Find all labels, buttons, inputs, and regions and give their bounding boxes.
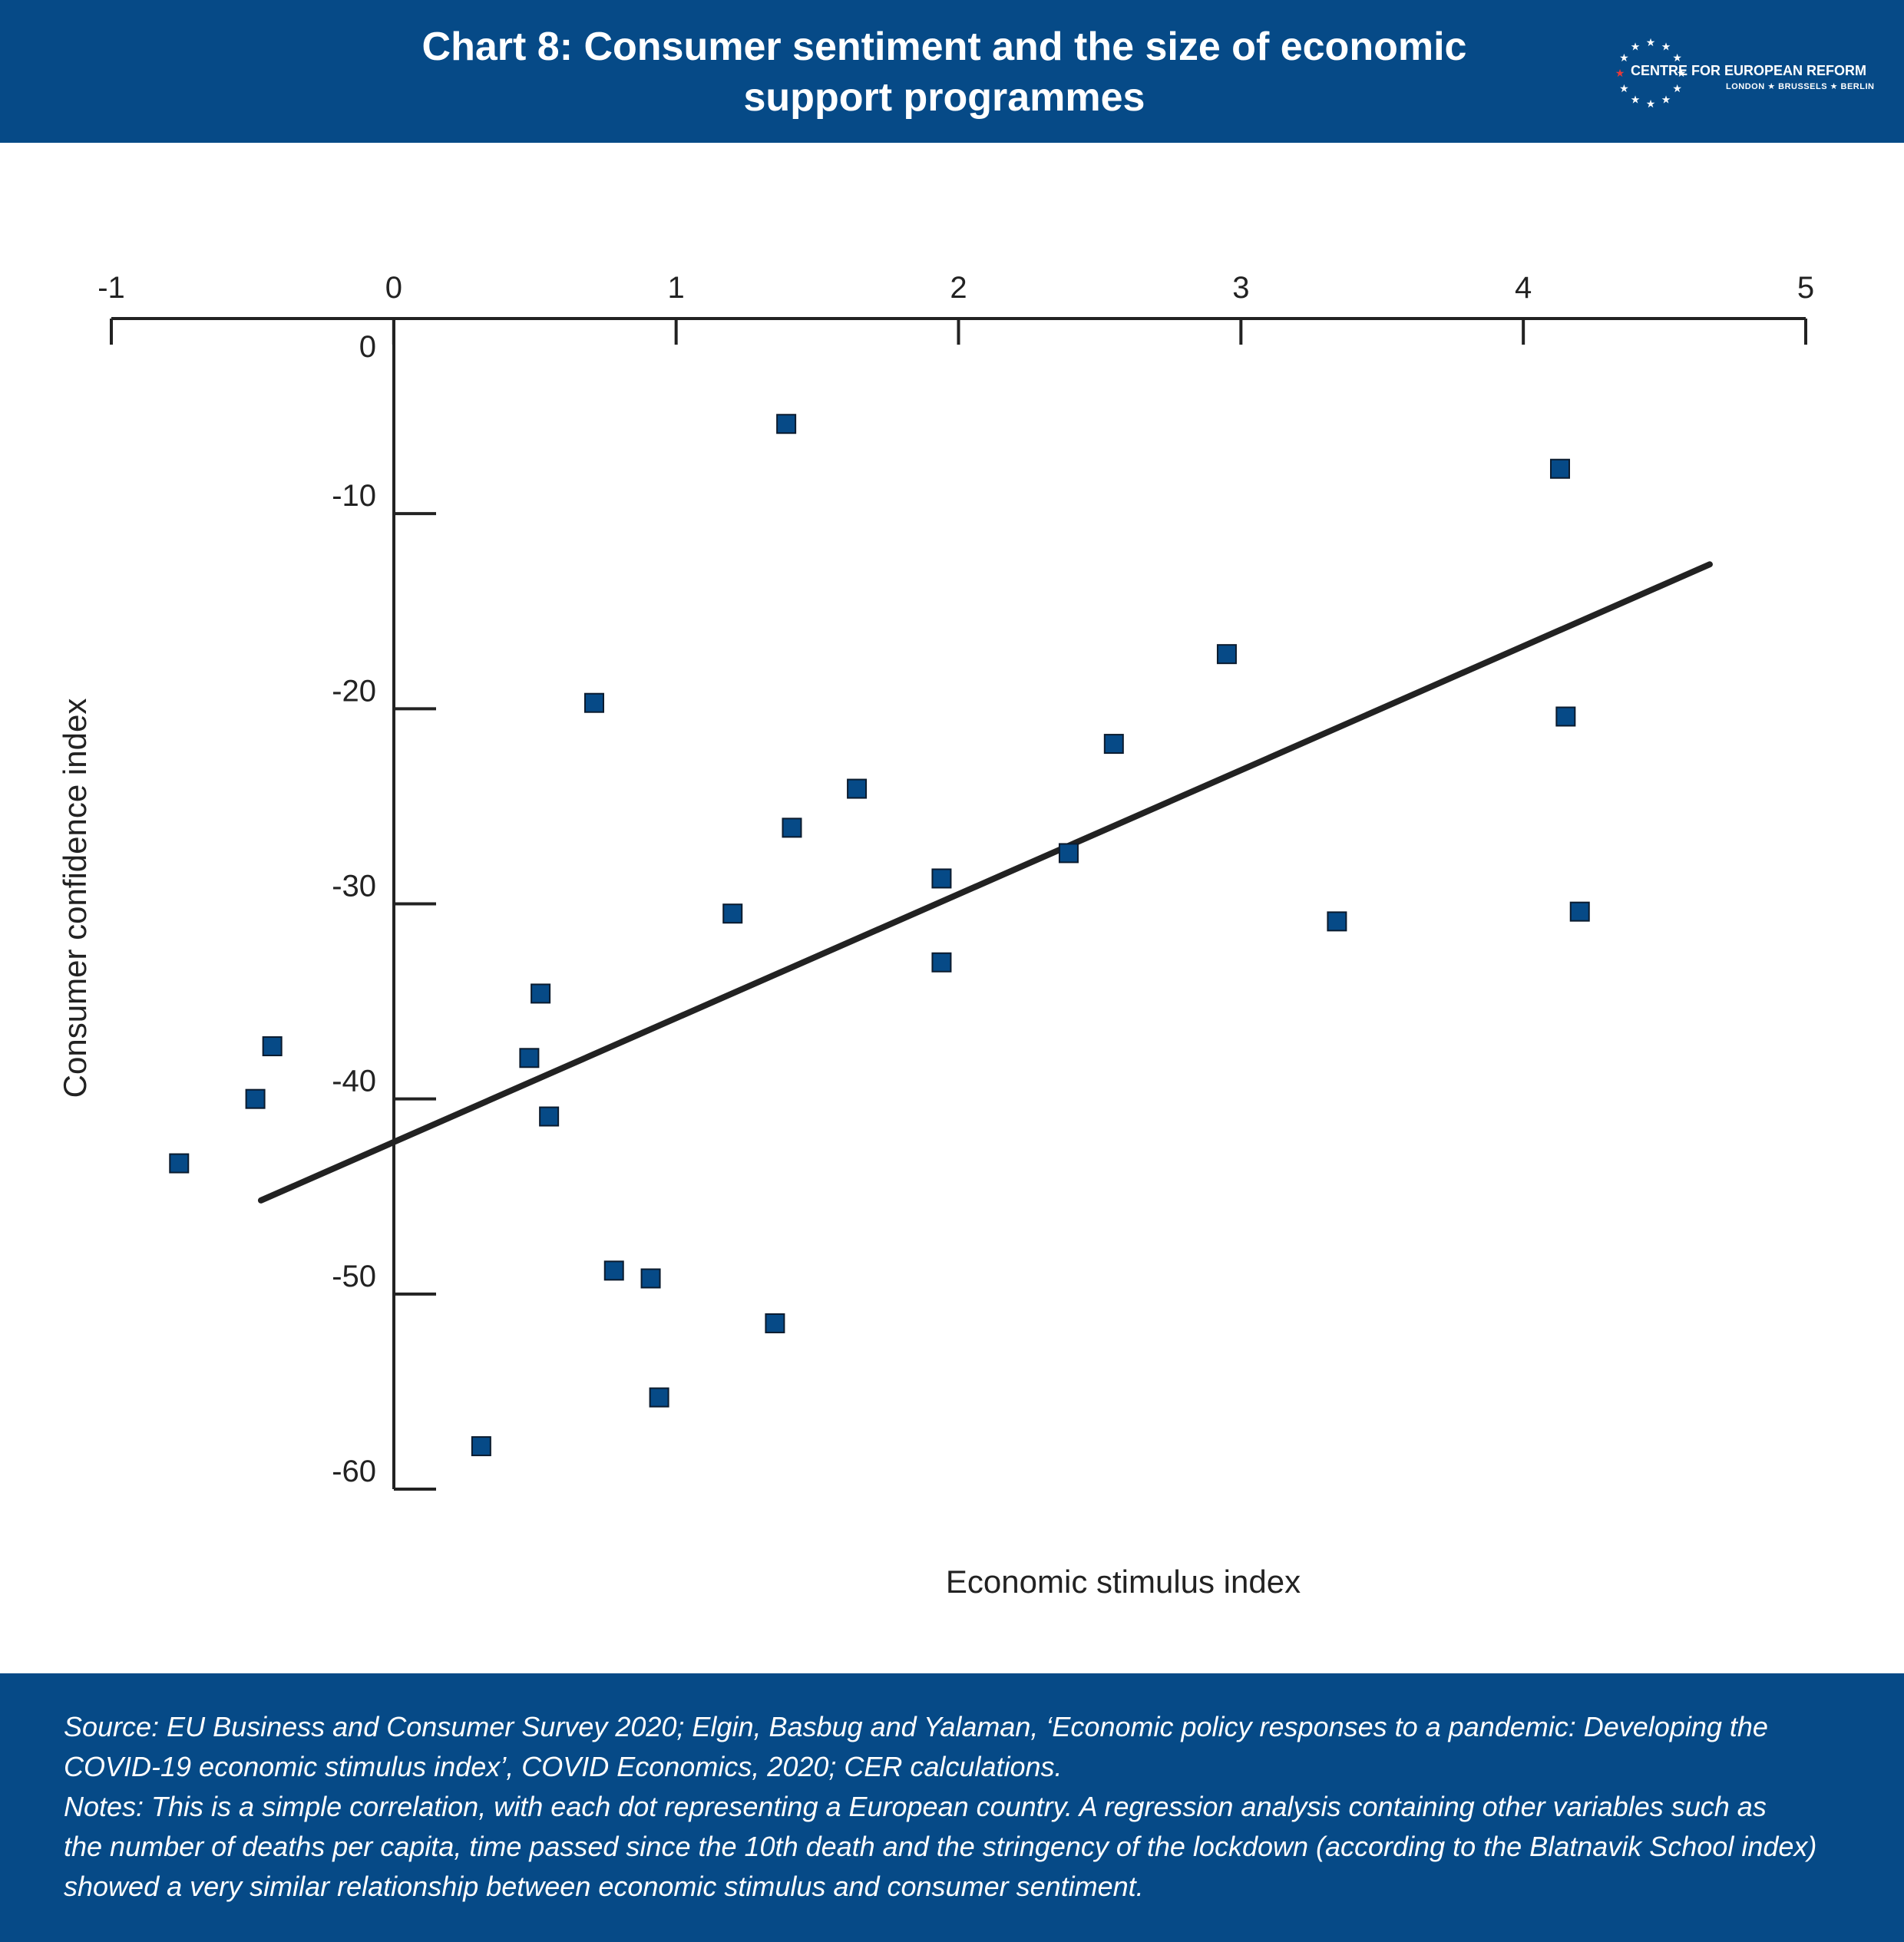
logo-star-icon: ★	[1661, 40, 1671, 52]
data-point	[722, 903, 743, 924]
y-axis-title: Consumer confidence index	[57, 699, 93, 1098]
logo-star-icon: ★	[1631, 40, 1641, 52]
source-note: Source: EU Business and Consumer Survey …	[64, 1711, 1768, 1782]
data-point	[782, 817, 802, 838]
data-point	[1216, 644, 1237, 665]
logo-star-icon: ★	[1646, 36, 1656, 48]
logo-name: CENTRE FOR EUROPEAN REFORM	[1631, 63, 1867, 78]
data-point	[531, 983, 551, 1004]
x-tick-label: 1	[668, 271, 685, 305]
y-tick-label: -30	[332, 870, 376, 903]
data-point	[776, 414, 797, 434]
data-point	[847, 778, 868, 799]
data-point	[262, 1036, 283, 1057]
x-tick-label: 0	[385, 271, 402, 305]
logo-star-icon: ★	[1631, 94, 1641, 106]
y-tick-label: -50	[332, 1260, 376, 1293]
data-point	[1549, 458, 1570, 479]
x-tick-label: 5	[1797, 271, 1814, 305]
data-point	[1327, 911, 1347, 932]
points-layer	[169, 414, 1590, 1457]
eu-star-circle-icon: ★★★★★★★★★ ★ ★★	[1615, 36, 1687, 110]
footer-text: Source: EU Business and Consumer Survey …	[64, 1707, 1876, 1907]
axes-layer	[110, 317, 1807, 1491]
logo-star-icon: ★	[1615, 67, 1625, 79]
x-tick-label: 3	[1232, 271, 1249, 305]
x-tick-label: 4	[1515, 271, 1532, 305]
data-point	[1555, 706, 1576, 727]
logo-cities: LONDON ★ BRUSSELS ★ BERLIN	[1726, 82, 1875, 91]
trendline	[257, 561, 1713, 1204]
logo-star-icon: ★	[1677, 67, 1687, 79]
logo-star-icon: ★	[1672, 51, 1682, 64]
logo-star-icon: ★	[1619, 82, 1629, 94]
logo-star-icon: ★	[1661, 94, 1671, 106]
data-point	[603, 1260, 624, 1281]
data-point	[649, 1387, 669, 1408]
notes-text: Notes: This is a simple correlation, wit…	[64, 1791, 1817, 1902]
data-point	[471, 1436, 491, 1457]
y-tick-label: -40	[332, 1065, 376, 1098]
trendline-layer	[257, 561, 1713, 1204]
chart-title: Chart 8: Consumer sentiment and the size…	[421, 25, 1467, 120]
data-point	[169, 1153, 190, 1174]
logo-star-icon: ★	[1619, 51, 1629, 64]
data-point	[765, 1313, 785, 1333]
data-point	[931, 952, 952, 973]
chart-footer: Source: EU Business and Consumer Survey …	[0, 1673, 1904, 1942]
data-point	[1103, 734, 1124, 755]
data-point	[519, 1048, 540, 1068]
y-tick-label: 0	[359, 330, 376, 364]
logo-star-icon: ★	[1672, 82, 1682, 94]
y-tick-label: -60	[332, 1455, 376, 1488]
y-tick-label: -20	[332, 674, 376, 708]
data-point	[583, 692, 604, 713]
logo-star-icon: ★	[1646, 97, 1656, 110]
data-point	[640, 1268, 661, 1289]
data-point	[245, 1088, 266, 1109]
chart-header: Chart 8: Consumer sentiment and the size…	[0, 0, 1904, 143]
data-point	[1058, 843, 1079, 864]
x-axis-title: Economic stimulus index	[946, 1564, 1301, 1600]
x-tick-label: 2	[950, 271, 967, 305]
x-tick-label: -1	[98, 271, 125, 305]
scatter-chart: -1 0 1 2 3 4 5 0 -10 -20 -30 -40 -50 -60 Economic stim…	[0, 143, 1904, 1673]
data-point	[539, 1106, 560, 1127]
data-point	[1569, 901, 1590, 922]
data-point	[931, 868, 952, 889]
y-tick-label: -10	[332, 479, 376, 513]
